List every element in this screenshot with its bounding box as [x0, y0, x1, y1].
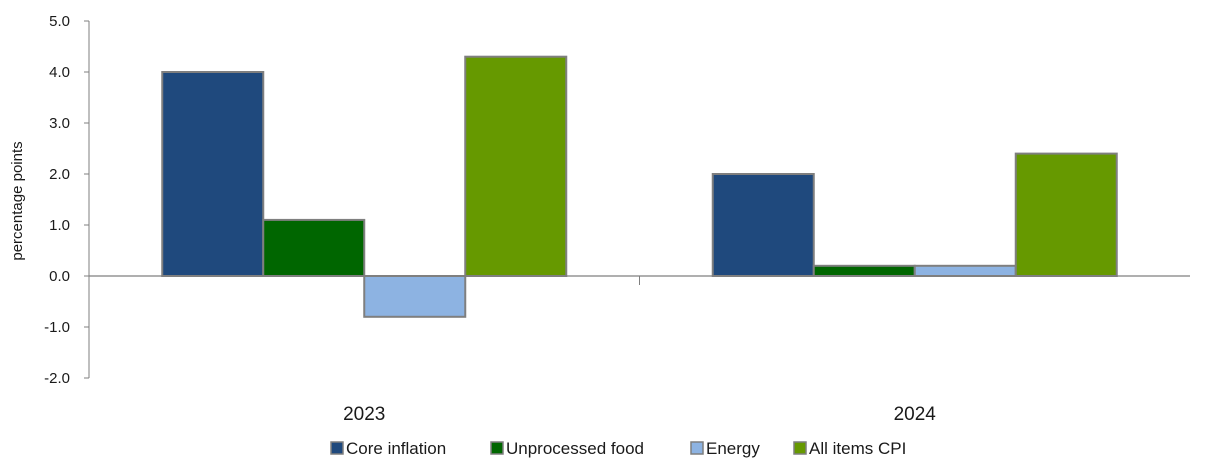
bar-core-inflation-2023	[161, 71, 265, 277]
y-tick-label: 2.0	[49, 166, 70, 183]
bar-energy-2023	[363, 275, 467, 318]
legend-swatch-all-items-cpi	[793, 441, 807, 455]
legend-swatch-unprocessed-food	[490, 441, 504, 455]
plot-area: 5.0 4.0 3.0 2.0 1.0 0.0 -1.0 -2.0 2023 2024	[44, 13, 1190, 425]
y-tick-label: -1.0	[44, 319, 70, 336]
legend-label-core-inflation: Core inflation	[346, 439, 446, 458]
legend-swatch-energy	[690, 441, 704, 455]
bar-all-items-cpi-2023	[464, 55, 568, 278]
y-tick-label: 5.0	[49, 13, 70, 30]
legend-label-energy: Energy	[706, 439, 760, 458]
y-tick-label: -2.0	[44, 370, 70, 387]
y-tick-label: 1.0	[49, 217, 70, 234]
bar-all-items-cpi-2024	[1014, 152, 1118, 278]
x-category-label: 2023	[343, 404, 385, 425]
y-tick-label: 3.0	[49, 115, 70, 132]
legend: Core inflation Unprocessed food Energy All …	[330, 439, 906, 458]
y-tick-label: 4.0	[49, 64, 70, 81]
legend-label-unprocessed-food: Unprocessed food	[506, 439, 644, 458]
y-axis-title: percentage points	[9, 141, 26, 260]
legend-swatch-core-inflation	[330, 441, 344, 455]
y-tick-label: 0.0	[49, 268, 70, 285]
bar-energy-2024	[913, 264, 1017, 277]
bar-core-inflation-2024	[711, 173, 815, 277]
legend-label-all-items-cpi: All items CPI	[809, 439, 906, 458]
x-category-label: 2024	[894, 404, 937, 425]
bar-unprocessed-food-2024	[812, 264, 916, 277]
bar-unprocessed-food-2023	[262, 218, 366, 277]
